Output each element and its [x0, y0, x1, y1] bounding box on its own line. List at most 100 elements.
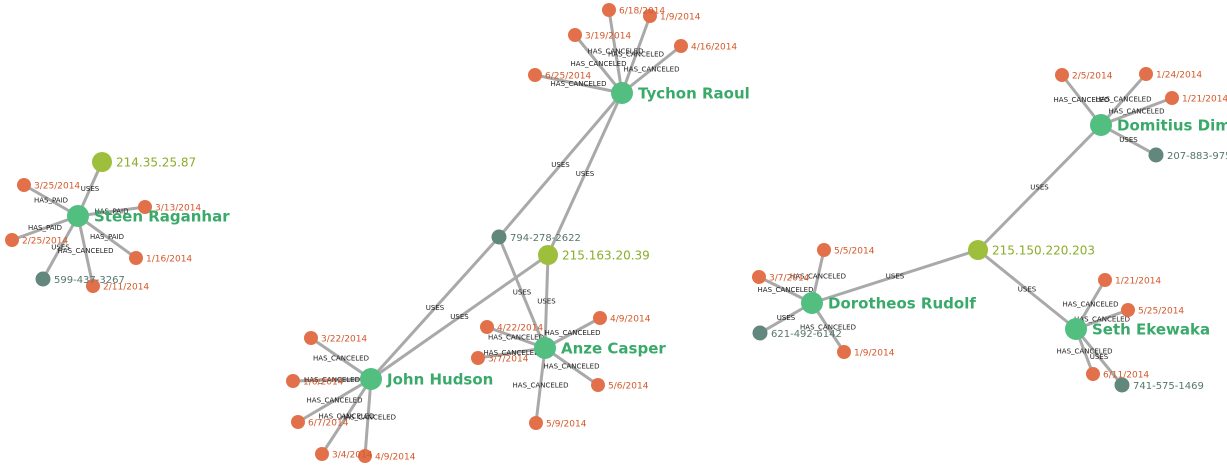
edge — [1074, 328, 1124, 386]
edge-label: HAS_CANCELED — [800, 324, 856, 332]
node-label: 3/7/2014 — [769, 274, 810, 284]
node — [534, 337, 556, 359]
node-label: 5/5/2014 — [834, 247, 875, 257]
node — [602, 3, 616, 17]
edge-label: HAS_CANCELED — [488, 334, 544, 342]
edge-label: HAS_PAID — [94, 208, 128, 216]
node-label: 2/11/2014 — [103, 283, 149, 293]
node-label: 3/22/2014 — [321, 335, 367, 345]
edge-label: USES — [1018, 286, 1037, 294]
node-label: 2/5/2014 — [1072, 72, 1113, 82]
edge — [363, 378, 373, 457]
edge — [370, 253, 549, 381]
edge-label: USES — [551, 161, 570, 169]
edge-label: USES — [1090, 353, 1109, 361]
edge — [534, 73, 623, 95]
node — [291, 415, 305, 429]
node — [86, 279, 100, 293]
node — [1065, 318, 1087, 340]
node-label: 5/25/2014 — [1138, 307, 1184, 317]
node — [360, 368, 382, 390]
edge — [1099, 73, 1148, 126]
edge-label: HAS_CANCELED — [1074, 316, 1130, 324]
node — [593, 311, 607, 325]
node — [5, 233, 19, 247]
node — [568, 28, 582, 42]
node — [837, 345, 851, 359]
node-label: 6/11/2014 — [1103, 371, 1149, 381]
node — [1114, 377, 1130, 393]
node-label: 599-437-3267 — [54, 275, 125, 286]
node-label: 3/19/2014 — [585, 32, 631, 42]
node — [92, 152, 112, 172]
node — [1086, 367, 1100, 381]
edge — [543, 254, 550, 349]
node — [315, 447, 329, 461]
node-label: 3/7/2014 — [488, 355, 529, 365]
node-label: 214.35.25.87 — [116, 156, 196, 170]
edge-label: USES — [51, 244, 70, 252]
edge-label: HAS_CANCELED — [588, 48, 644, 56]
edge — [573, 34, 624, 94]
node — [1090, 114, 1112, 136]
edge-label: HAS_CANCELED — [1096, 96, 1152, 104]
node-label: 1/21/2014 — [1115, 277, 1161, 287]
edge-label: USES — [537, 298, 556, 306]
edge-label: USES — [886, 273, 905, 281]
edge-label: USES — [450, 313, 469, 321]
edge-label: USES — [81, 185, 100, 193]
edge — [76, 215, 95, 287]
node-label: Dorotheos Rudolf — [828, 295, 976, 313]
edge-label: USES — [777, 314, 796, 322]
node-label: 741-575-1469 — [1133, 381, 1204, 392]
node-label: 4/9/2014 — [610, 315, 651, 325]
node-label: 3/4/2014 — [332, 451, 373, 461]
node-label: 3/13/2014 — [155, 204, 201, 214]
node — [480, 320, 494, 334]
node-label: 794-278-2622 — [510, 233, 581, 244]
edge — [497, 236, 547, 349]
node-label: 1/9/2014 — [854, 349, 895, 359]
edge — [310, 336, 372, 381]
edge-label: USES — [1119, 136, 1138, 144]
edge-label: HAS_CANCELED — [1057, 348, 1113, 356]
edge-label: HAS_PAID — [90, 233, 124, 241]
node-label: 1/9/2014 — [660, 13, 701, 23]
node — [17, 178, 31, 192]
node — [529, 416, 543, 430]
edge — [320, 378, 373, 455]
node — [591, 378, 605, 392]
node-label: Seth Ekewaka — [1092, 321, 1210, 339]
node — [1148, 147, 1164, 163]
node-label: 4/16/2014 — [691, 43, 737, 53]
node — [286, 374, 300, 388]
node-label: 6/25/2014 — [545, 72, 591, 82]
node — [538, 245, 558, 265]
edge — [1100, 96, 1173, 127]
edge-label: HAS_CANCELED — [624, 66, 680, 74]
edge-label: HAS_CANCELED — [513, 382, 569, 390]
edge — [77, 214, 137, 260]
edge — [292, 377, 372, 383]
node — [643, 9, 657, 23]
node-label: 1/6/2014 — [303, 378, 344, 388]
node-label: 1/24/2014 — [1156, 71, 1202, 81]
node-label: Steen Raganhar — [94, 208, 230, 226]
edge-label: HAS_PAID — [34, 197, 68, 205]
node-label: 4/22/2014 — [497, 324, 543, 334]
node — [528, 68, 542, 82]
node-label: 1/16/2014 — [146, 255, 192, 265]
edge — [534, 347, 547, 424]
edge — [477, 346, 546, 360]
edge-label: HAS_CANCELED — [790, 273, 846, 281]
edge — [11, 214, 79, 242]
node — [968, 240, 988, 260]
node-label: Domitius Dimitar — [1117, 117, 1227, 135]
edge — [546, 92, 624, 256]
edge — [607, 9, 624, 94]
edge-label: HAS_CANCELED — [307, 397, 363, 405]
edge-label: HAS_CANCELED — [1054, 96, 1110, 104]
edge-label: HAS_CANCELED — [484, 349, 540, 357]
node — [471, 351, 485, 365]
node-label: Tychon Raoul — [638, 85, 750, 103]
